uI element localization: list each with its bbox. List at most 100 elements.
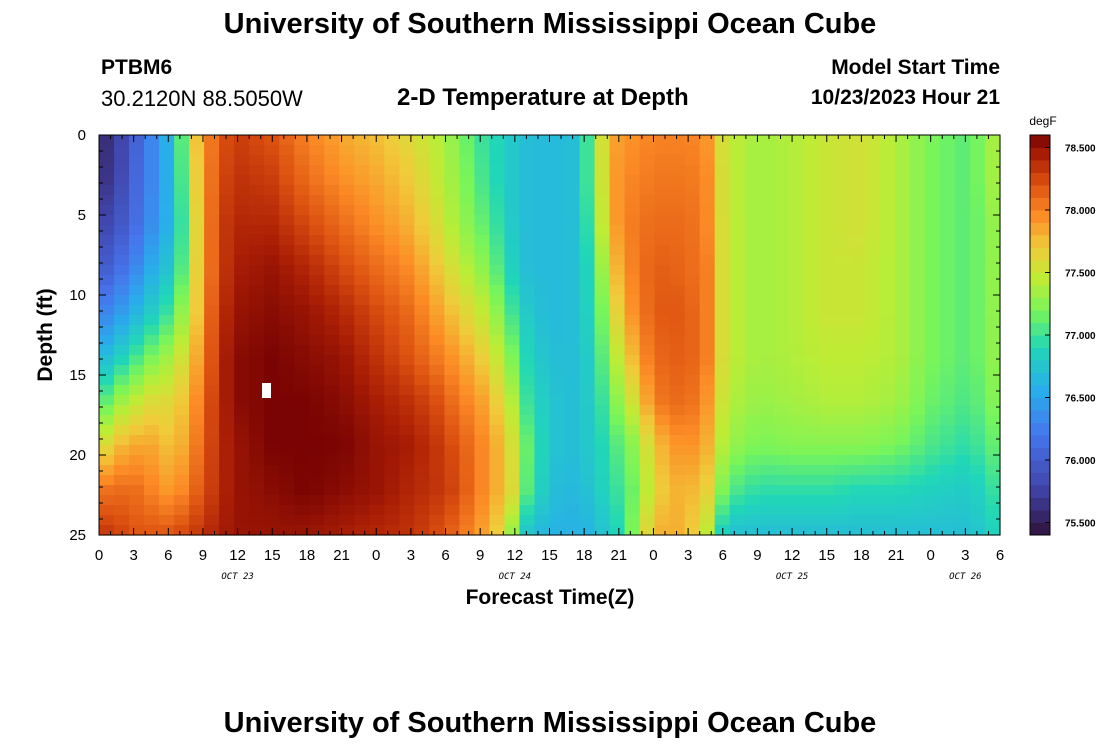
heatmap-cell — [579, 205, 596, 216]
heatmap-cell — [699, 285, 716, 296]
heatmap-cell — [489, 205, 506, 216]
footer-title: University of Southern Mississippi Ocean… — [223, 707, 877, 739]
heatmap-cell — [249, 275, 265, 286]
heatmap-cell — [969, 365, 986, 376]
heatmap-cell — [669, 215, 686, 226]
heatmap-cell — [519, 475, 536, 486]
heatmap-cell — [309, 485, 325, 496]
heatmap-cell — [774, 235, 791, 246]
heatmap-cell — [804, 385, 821, 396]
heatmap-cell — [189, 205, 205, 216]
heatmap-cell — [99, 155, 115, 166]
heatmap-cell — [804, 505, 821, 516]
heatmap-cell — [459, 385, 476, 396]
heatmap-cell — [369, 325, 385, 336]
heatmap-cell — [939, 245, 956, 256]
heatmap-cell — [819, 515, 836, 526]
heatmap-cell — [759, 525, 776, 536]
page-title: University of Southern Mississippi Ocean… — [223, 8, 877, 40]
heatmap-cell — [984, 195, 1001, 206]
heatmap-cell — [159, 475, 175, 486]
heatmap-cell — [384, 495, 400, 506]
heatmap-cell — [549, 375, 566, 386]
heatmap-cell — [714, 365, 731, 376]
heatmap-cell — [489, 175, 506, 186]
heatmap-cell — [324, 525, 340, 536]
heatmap-cell — [924, 525, 941, 536]
heatmap-cell — [399, 315, 415, 326]
heatmap-cell — [519, 425, 536, 436]
heatmap-cell — [444, 245, 460, 256]
heatmap-cell — [939, 415, 956, 426]
heatmap-cell — [714, 445, 731, 456]
heatmap-cell — [279, 345, 295, 356]
heatmap-cell — [714, 145, 731, 156]
heatmap-cell — [204, 335, 220, 346]
heatmap-cell — [309, 515, 325, 526]
heatmap-cell — [114, 445, 130, 456]
heatmap-cell — [579, 215, 596, 226]
heatmap-cell — [114, 295, 130, 306]
heatmap-cell — [939, 485, 956, 496]
heatmap-cell — [369, 385, 385, 396]
heatmap-cell — [609, 405, 626, 416]
heatmap-cell — [249, 425, 265, 436]
heatmap-cell — [429, 185, 445, 196]
heatmap-cell — [954, 155, 971, 166]
heatmap-cell — [414, 225, 430, 236]
heatmap-cell — [834, 425, 851, 436]
heatmap-cell — [804, 195, 821, 206]
heatmap-cell — [924, 245, 941, 256]
heatmap-cell — [714, 495, 731, 506]
heatmap-cell — [654, 145, 671, 156]
heatmap-cell — [219, 365, 235, 376]
heatmap-cell — [864, 325, 881, 336]
heatmap-cell — [924, 405, 941, 416]
heatmap-cell — [159, 355, 175, 366]
heatmap-cell — [414, 475, 430, 486]
heatmap-cell — [864, 145, 881, 156]
heatmap-cell — [249, 205, 265, 216]
heatmap-cell — [519, 325, 536, 336]
heatmap-cell — [444, 285, 460, 296]
heatmap-cell — [624, 435, 641, 446]
heatmap-cell — [579, 175, 596, 186]
heatmap-cell — [579, 425, 596, 436]
heatmap-cell — [804, 245, 821, 256]
heatmap-cell — [474, 325, 491, 336]
heatmap-cell — [399, 155, 415, 166]
heatmap-cell — [984, 205, 1001, 216]
heatmap-cell — [399, 295, 415, 306]
heatmap-cell — [684, 435, 701, 446]
heatmap-cell — [729, 275, 746, 286]
heatmap-cell — [339, 385, 355, 396]
heatmap-cell — [354, 155, 370, 166]
heatmap-cell — [324, 335, 340, 346]
heatmap-cell — [699, 205, 716, 216]
heatmap-cell — [624, 505, 641, 516]
heatmap-cell — [969, 505, 986, 516]
heatmap-cell — [294, 185, 310, 196]
heatmap-cell — [669, 275, 686, 286]
heatmap-cell — [159, 365, 175, 376]
heatmap-cell — [369, 275, 385, 286]
heatmap-cell — [624, 425, 641, 436]
heatmap-cell — [279, 525, 295, 536]
heatmap-cell — [744, 365, 761, 376]
heatmap-cell — [939, 315, 956, 326]
heatmap-cell — [939, 135, 956, 146]
heatmap-cell — [99, 395, 115, 406]
heatmap-cell — [939, 165, 956, 176]
heatmap-cell — [879, 315, 896, 326]
heatmap-cell — [474, 185, 491, 196]
heatmap-cell — [324, 415, 340, 426]
heatmap-cell — [189, 425, 205, 436]
heatmap-cell — [174, 365, 190, 376]
heatmap-cell — [864, 495, 881, 506]
heatmap-cell — [759, 395, 776, 406]
heatmap-cell — [369, 295, 385, 306]
heatmap-cell — [489, 345, 506, 356]
heatmap-cell — [534, 345, 551, 356]
heatmap-cell — [459, 435, 476, 446]
heatmap-cell — [549, 355, 566, 366]
